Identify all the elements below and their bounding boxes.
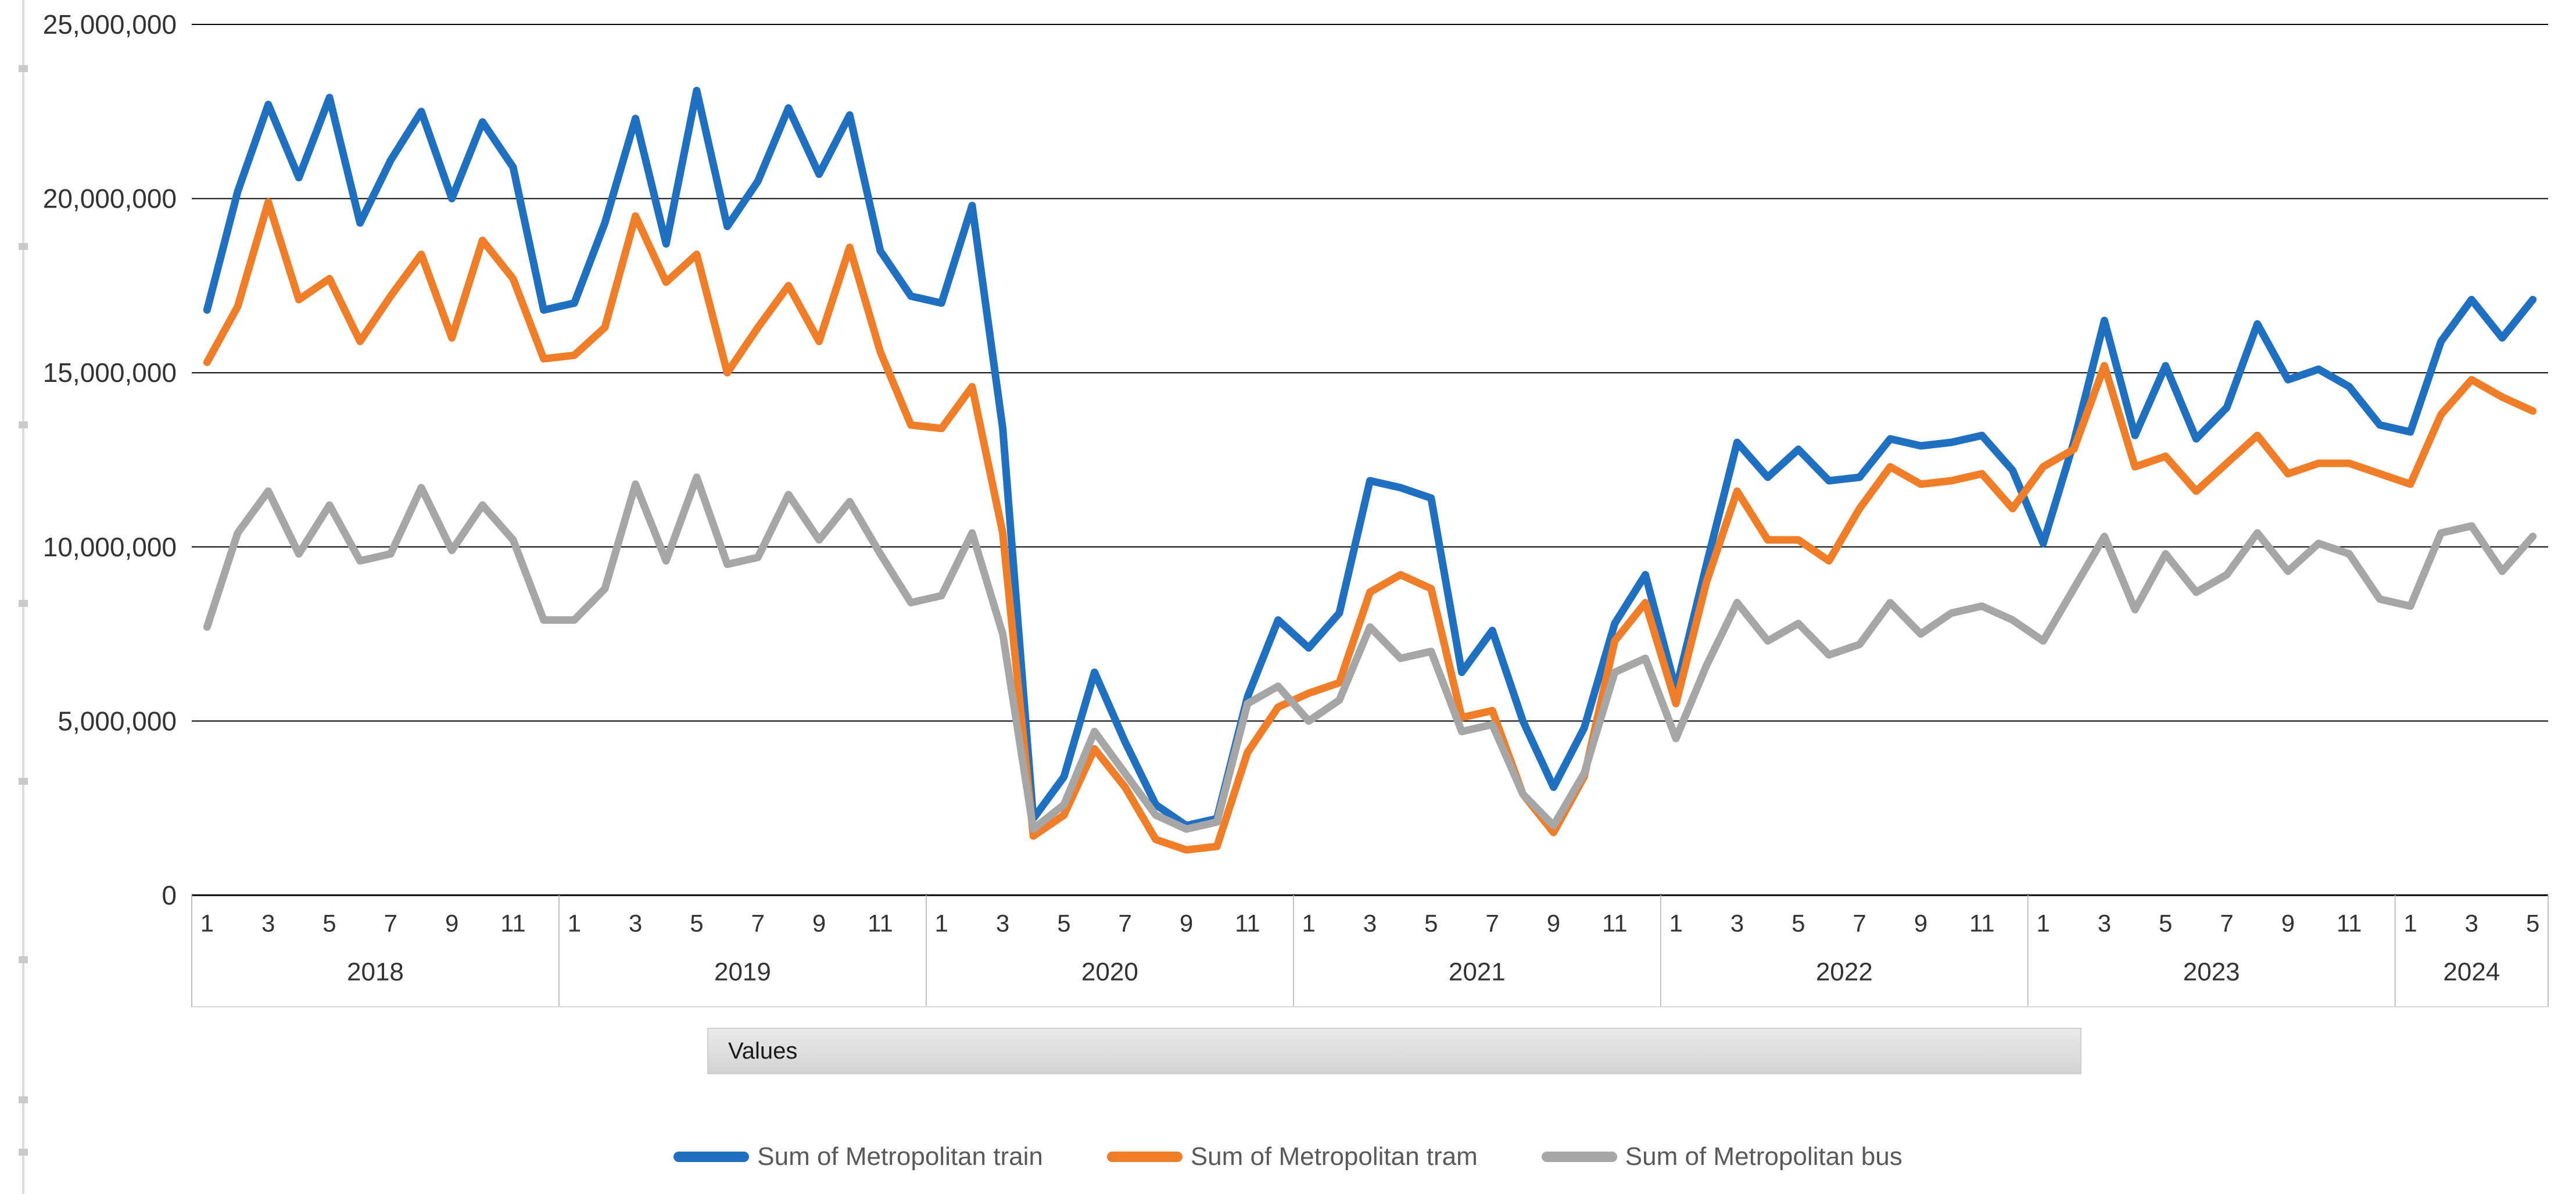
bus-series-swatch-icon — [1541, 1152, 1617, 1162]
sheet-row-handle — [19, 1149, 28, 1156]
month-tick-label: 9 — [445, 910, 458, 937]
year-label: 2020 — [1081, 958, 1138, 986]
year-label: 2019 — [714, 958, 771, 986]
month-tick-label: 3 — [996, 910, 1009, 937]
month-tick-label: 11 — [1235, 910, 1260, 937]
year-label: 2024 — [2443, 958, 2500, 986]
values-field-button-label: Values — [728, 1038, 798, 1064]
month-tick-label: 7 — [751, 910, 765, 937]
y-axis-tick-label: 0 — [162, 880, 177, 910]
month-tick-label: 3 — [1731, 910, 1744, 937]
train-series-line — [203, 87, 2537, 830]
tram-series-line — [203, 198, 2537, 854]
month-tick-label: 3 — [629, 910, 642, 937]
sheet-row-handle — [19, 1096, 28, 1103]
month-tick-label: 1 — [1669, 910, 1682, 937]
month-tick-label: 9 — [1180, 910, 1193, 937]
month-tick-label: 5 — [2526, 910, 2539, 937]
month-tick-label: 11 — [500, 910, 526, 937]
month-tick-label: 5 — [1057, 910, 1070, 937]
month-tick-label: 5 — [323, 910, 336, 937]
sheet-row-handle — [19, 956, 28, 963]
bus-series-line — [203, 473, 2537, 833]
train-series-swatch-icon — [673, 1152, 750, 1162]
month-tick-label: 7 — [1853, 910, 1866, 937]
month-tick-label: 9 — [2281, 910, 2295, 937]
month-tick-label: 11 — [1969, 910, 1995, 937]
sheet-row-handle — [19, 778, 28, 785]
month-tick-label: 11 — [868, 910, 893, 937]
month-tick-label: 1 — [1302, 910, 1315, 937]
month-tick-label: 1 — [2403, 910, 2417, 937]
month-tick-label: 11 — [1602, 910, 1628, 937]
y-axis-tick-label: 15,000,000 — [43, 358, 177, 388]
values-field-button[interactable]: Values — [707, 1028, 2081, 1074]
month-tick-label: 1 — [568, 910, 581, 937]
month-tick-label: 1 — [200, 910, 214, 937]
tram-series-swatch-icon — [1106, 1152, 1183, 1162]
month-tick-label: 3 — [2465, 910, 2478, 937]
sheet-row-handle — [19, 600, 28, 607]
month-tick-label: 7 — [384, 910, 397, 937]
month-tick-label: 5 — [1424, 910, 1438, 937]
chart-legend: Sum of Metropolitan train Sum of Metropo… — [0, 1135, 2576, 1179]
y-axis-tick-label: 5,000,000 — [58, 706, 177, 736]
month-tick-label: 3 — [2098, 910, 2111, 937]
legend-label-bus: Sum of Metropolitan bus — [1625, 1142, 1903, 1171]
sheet-row-handle — [19, 243, 28, 250]
legend-label-train: Sum of Metropolitan train — [757, 1142, 1043, 1171]
year-label: 2021 — [1449, 958, 1506, 986]
month-tick-label: 1 — [935, 910, 948, 937]
legend-item-bus[interactable]: Sum of Metropolitan bus — [1541, 1142, 1903, 1171]
month-tick-label: 5 — [690, 910, 703, 937]
month-tick-label: 5 — [2159, 910, 2172, 937]
month-tick-label: 3 — [1363, 910, 1377, 937]
y-axis-tick-label: 20,000,000 — [43, 184, 177, 214]
month-tick-label: 9 — [812, 910, 826, 937]
month-tick-label: 7 — [1485, 910, 1499, 937]
year-label: 2022 — [1816, 958, 1873, 986]
legend-item-train[interactable]: Sum of Metropolitan train — [673, 1142, 1043, 1171]
month-tick-label: 5 — [1792, 910, 1805, 937]
month-tick-label: 3 — [261, 910, 275, 937]
legend-label-tram: Sum of Metropolitan tram — [1190, 1142, 1478, 1171]
month-tick-label: 7 — [2220, 910, 2233, 937]
sheet-row-handle — [19, 421, 28, 428]
y-axis-tick-label: 25,000,000 — [43, 9, 177, 40]
sheet-row-handle — [19, 65, 28, 72]
month-tick-label: 11 — [2337, 910, 2362, 937]
year-label: 2023 — [2183, 958, 2240, 986]
year-label: 2018 — [347, 958, 404, 986]
month-tick-label: 7 — [1119, 910, 1132, 937]
legend-item-tram[interactable]: Sum of Metropolitan tram — [1106, 1142, 1478, 1171]
month-tick-label: 1 — [2036, 910, 2050, 937]
month-tick-label: 9 — [1914, 910, 1927, 937]
y-axis-tick-label: 10,000,000 — [43, 532, 177, 562]
month-tick-label: 9 — [1547, 910, 1560, 937]
